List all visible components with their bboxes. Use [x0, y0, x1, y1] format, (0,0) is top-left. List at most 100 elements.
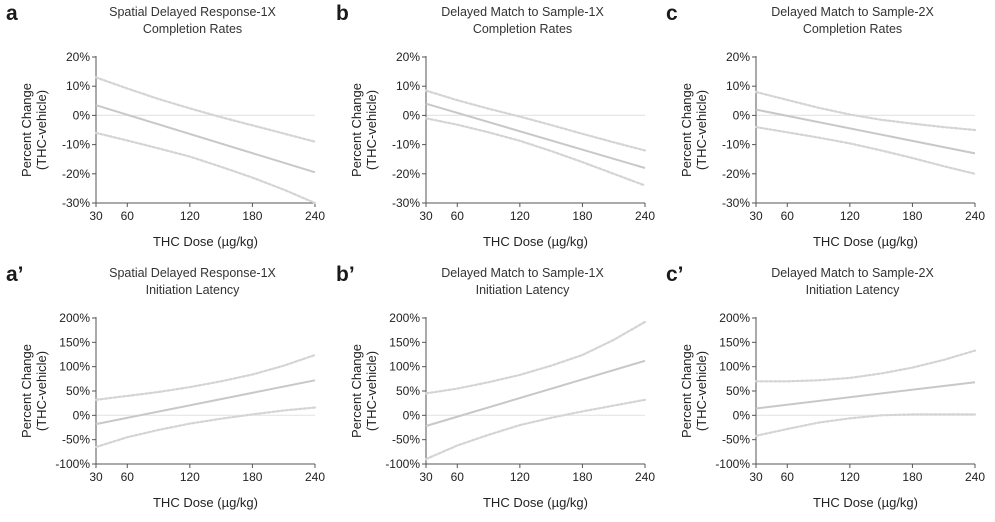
- x-tick-label: 240: [965, 209, 985, 223]
- x-tick-label: 120: [510, 209, 530, 223]
- y-tick-label: 50%: [396, 384, 420, 398]
- chart-title: Spatial Delayed Response-1X Initiation La…: [60, 265, 325, 299]
- regression-line: [95, 104, 316, 174]
- x-tick-label: 180: [242, 470, 262, 484]
- chart-title-line: Delayed Match to Sample-2X: [771, 266, 934, 280]
- y-axis-label: (THC-vehicle): [34, 351, 49, 431]
- y-tick-label: 100%: [389, 360, 420, 374]
- chart-title-line: Completion Rates: [802, 22, 903, 36]
- x-tick-label: 120: [180, 209, 200, 223]
- chart-title: Delayed Match to Sample-1X Completion Rat…: [390, 4, 655, 38]
- chart-title-line: Initiation Latency: [475, 283, 570, 297]
- panel-label: a’: [6, 263, 24, 286]
- chart-title: Delayed Match to Sample-2X Completion Rat…: [720, 4, 985, 38]
- chart-title-line: Spatial Delayed Response-1X: [109, 5, 276, 19]
- chart-title: Delayed Match to Sample-1X Initiation Lat…: [390, 265, 655, 299]
- panel-label: b’: [336, 263, 355, 286]
- chart-panel-1: a Spatial Delayed Response-1X Completion R…: [0, 0, 330, 261]
- y-tick-label: -10%: [722, 138, 750, 152]
- x-tick-label: 60: [121, 470, 135, 484]
- chart-panel-6: c’ Delayed Match to Sample-2X Initiation L…: [660, 261, 990, 522]
- x-tick-label: 180: [572, 470, 592, 484]
- ci-lower-line: [754, 125, 977, 175]
- y-axis-label: (THC-vehicle): [694, 351, 709, 431]
- ci-upper-line: [754, 90, 977, 132]
- x-tick-label: 60: [781, 209, 795, 223]
- chart-title-line: Delayed Match to Sample-1X: [441, 5, 604, 19]
- y-tick-label: 20%: [726, 50, 750, 64]
- chart-title-line: Completion Rates: [472, 22, 573, 36]
- x-tick-label: 30: [749, 470, 763, 484]
- y-tick-label: 10%: [66, 79, 90, 93]
- regression-line: [425, 102, 646, 169]
- x-tick-label: 120: [840, 209, 860, 223]
- x-tick-label: 30: [419, 209, 433, 223]
- y-tick-label: 0%: [73, 108, 91, 122]
- y-tick-label: 150%: [59, 335, 90, 349]
- y-tick-label: 100%: [719, 360, 750, 374]
- x-tick-label: 240: [305, 470, 325, 484]
- x-tick-label: 240: [635, 470, 655, 484]
- x-tick-label: 240: [635, 209, 655, 223]
- y-tick-label: -30%: [722, 196, 750, 210]
- chart-panel-5: b’ Delayed Match to Sample-1X Initiation L…: [330, 261, 660, 522]
- plot-area: -30% -20% -10% 0% 10% 20% 30 60 120 180 240 THC Dos…: [679, 50, 985, 249]
- x-tick-label: 240: [965, 470, 985, 484]
- y-tick-label: 0%: [403, 108, 421, 122]
- y-tick-label: 10%: [396, 79, 420, 93]
- y-axis-label: (THC-vehicle): [364, 351, 379, 431]
- y-tick-label: 0%: [733, 108, 751, 122]
- y-axis-label: (THC-vehicle): [364, 90, 379, 170]
- ci-lower-line: [94, 131, 317, 205]
- chart-panel-4: a’ Spatial Delayed Response-1X Initiation …: [0, 261, 330, 522]
- y-tick-label: -50%: [62, 433, 90, 447]
- x-tick-label: 30: [749, 209, 763, 223]
- y-tick-label: -20%: [722, 167, 750, 181]
- x-tick-label: 180: [242, 209, 262, 223]
- x-axis-label: THC Dose (µg/kg): [483, 234, 588, 249]
- plot-area: -100% -50% 0% 50% 100% 150% 200% 30 60 120 180 240 T…: [349, 311, 655, 510]
- y-tick-label: -20%: [392, 167, 420, 181]
- ci-upper-line: [424, 320, 647, 395]
- y-tick-label: -100%: [385, 457, 420, 471]
- ci-lower-line: [754, 413, 977, 437]
- x-axis-label: THC Dose (µg/kg): [153, 495, 258, 510]
- x-tick-label: 180: [902, 470, 922, 484]
- y-axis-label: Percent Change: [679, 83, 694, 177]
- y-tick-label: 150%: [389, 335, 420, 349]
- ci-upper-line: [424, 89, 647, 152]
- y-axis-label: Percent Change: [19, 83, 34, 177]
- plot-area: -100% -50% 0% 50% 100% 150% 200% 30 60 120 180 240 T…: [19, 311, 325, 510]
- x-tick-label: 120: [180, 470, 200, 484]
- x-tick-label: 30: [419, 470, 433, 484]
- y-tick-label: 200%: [389, 311, 420, 325]
- chart-title: Delayed Match to Sample-2X Initiation Lat…: [720, 265, 985, 299]
- chart-title: Spatial Delayed Response-1X Completion Ra…: [60, 4, 325, 38]
- y-tick-label: 0%: [733, 408, 751, 422]
- y-tick-label: 20%: [396, 50, 420, 64]
- y-tick-label: -50%: [722, 433, 750, 447]
- x-tick-label: 180: [902, 209, 922, 223]
- regression-line: [755, 381, 976, 410]
- chart-title-line: Completion Rates: [142, 22, 243, 36]
- y-tick-label: -50%: [392, 433, 420, 447]
- ci-lower-line: [424, 398, 647, 461]
- x-tick-label: 120: [510, 470, 530, 484]
- x-tick-label: 240: [305, 209, 325, 223]
- ci-lower-line: [94, 406, 317, 449]
- y-tick-label: -20%: [62, 167, 90, 181]
- x-tick-label: 60: [451, 470, 465, 484]
- y-tick-label: 0%: [73, 408, 91, 422]
- y-tick-label: 0%: [403, 408, 421, 422]
- panel-label: c: [666, 2, 678, 25]
- y-axis-label: (THC-vehicle): [694, 90, 709, 170]
- panel-label: c’: [666, 263, 684, 286]
- panel-label: a: [6, 2, 18, 25]
- y-tick-label: 20%: [66, 50, 90, 64]
- y-tick-label: 150%: [719, 335, 750, 349]
- plot-area: -30% -20% -10% 0% 10% 20% 30 60 120 180 240 THC Dos…: [19, 50, 325, 249]
- chart-panel-3: c Delayed Match to Sample-2X Completion Ra…: [660, 0, 990, 261]
- x-axis-label: THC Dose (µg/kg): [813, 234, 918, 249]
- y-tick-label: -30%: [62, 196, 90, 210]
